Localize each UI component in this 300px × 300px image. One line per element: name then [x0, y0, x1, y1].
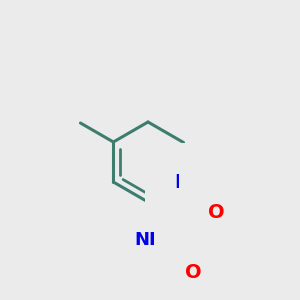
- Text: N: N: [175, 172, 191, 191]
- Text: O: O: [185, 262, 201, 281]
- Text: S: S: [185, 230, 200, 250]
- Text: O: O: [208, 202, 224, 221]
- Text: NH: NH: [134, 231, 164, 249]
